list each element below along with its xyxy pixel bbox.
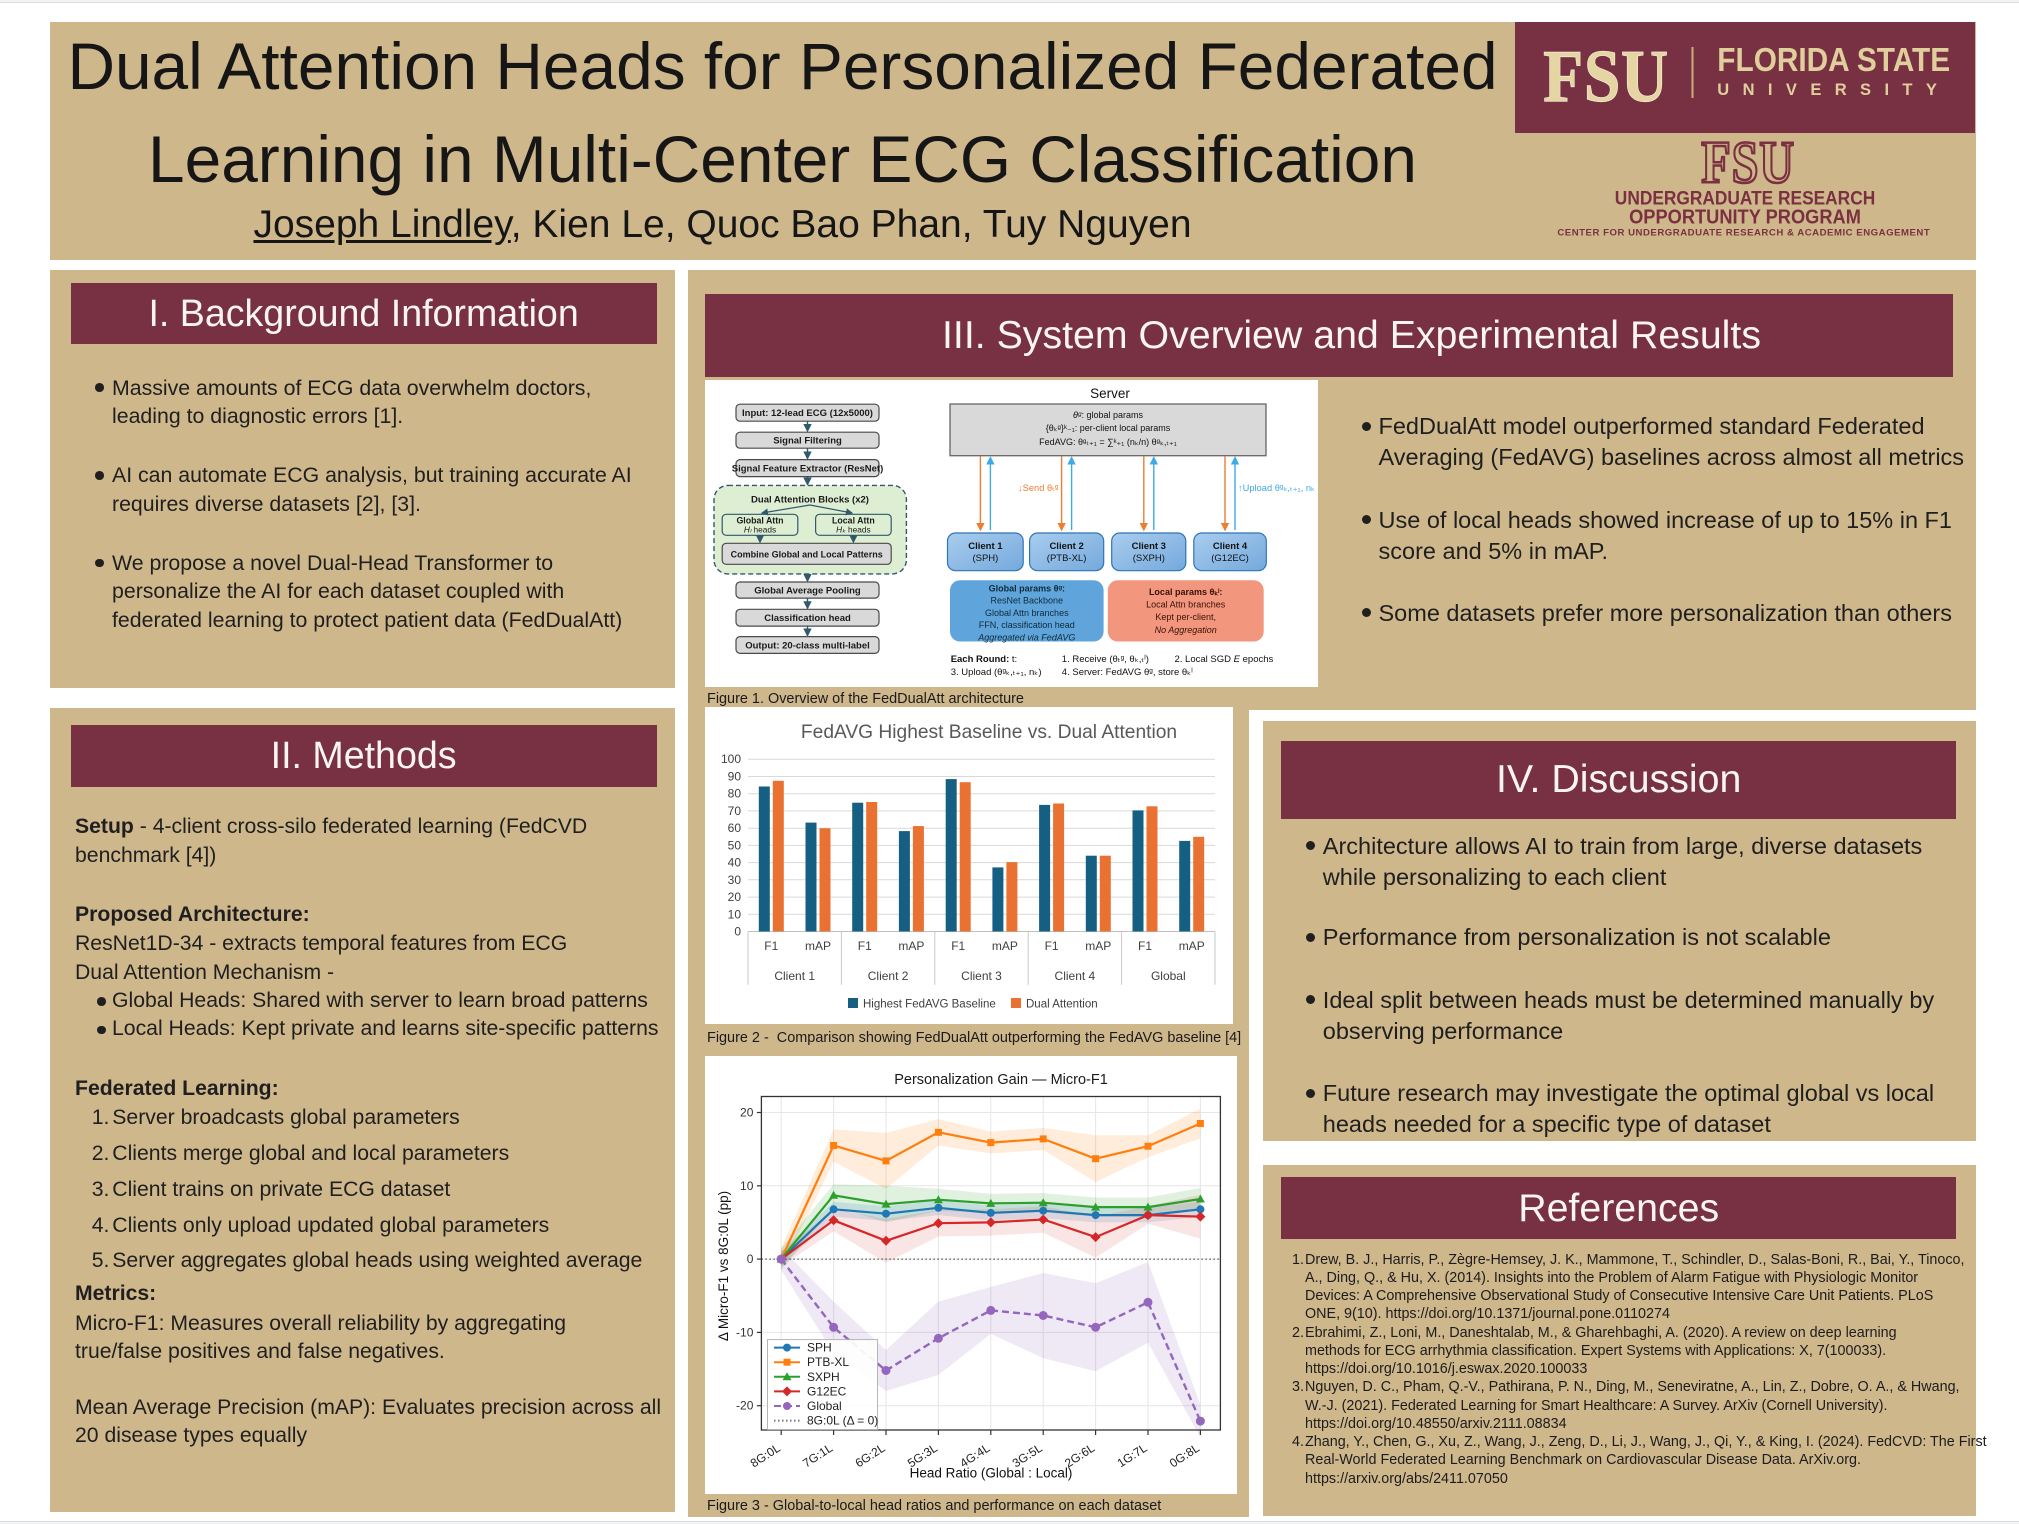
svg-text:0G:8L: 0G:8L [1167, 1441, 1202, 1471]
svg-text:Client 1: Client 1 [774, 969, 815, 983]
svg-text:8G:0L (Δ = 0): 8G:0L (Δ = 0) [807, 1414, 878, 1428]
svg-text:Kept per-client,: Kept per-client, [1155, 612, 1216, 622]
svg-text:(G12EC): (G12EC) [1211, 553, 1248, 564]
svg-text:1. Receive (θₜᵍ, θₖ,ₜˡ): 1. Receive (θₜᵍ, θₖ,ₜˡ) [1062, 654, 1149, 665]
svg-text:Head Ratio (Global : Local): Head Ratio (Global : Local) [910, 1466, 1073, 1481]
svg-text:F1: F1 [764, 939, 778, 953]
svg-text:Client 3: Client 3 [1132, 541, 1166, 552]
svg-text:Each Round: t:: Each Round: t: [951, 654, 1018, 665]
svg-text:Global Attn branches: Global Attn branches [985, 608, 1069, 618]
svg-text:Highest FedAVG Baseline: Highest FedAVG Baseline [863, 999, 996, 1011]
svg-text:Δ Micro-F1 vs 8G:0L (pp): Δ Micro-F1 vs 8G:0L (pp) [716, 1191, 731, 1341]
svg-text:FSU: FSU [1543, 36, 1669, 118]
svg-text:F1: F1 [951, 939, 965, 953]
svg-text:FLORIDA STATE: FLORIDA STATE [1717, 42, 1950, 79]
svg-text:F1: F1 [1138, 939, 1152, 953]
svg-text:mAP: mAP [1085, 939, 1111, 953]
svg-text:SPH: SPH [807, 1341, 832, 1355]
svg-text:F1: F1 [858, 939, 872, 953]
svg-text:Dual Attention Blocks (x2): Dual Attention Blocks (x2) [751, 495, 869, 506]
svg-text:Local params θₖˡ:: Local params θₖˡ: [1149, 587, 1223, 597]
svg-text:10: 10 [728, 907, 742, 921]
svg-text:OPPORTUNITY PROGRAM: OPPORTUNITY PROGRAM [1629, 206, 1861, 229]
svg-text:8G:0L: 8G:0L [748, 1441, 783, 1471]
svg-text:FedAVG Highest Baseline vs. Du: FedAVG Highest Baseline vs. Dual Attenti… [801, 722, 1177, 743]
svg-text:4. Server: FedAVG θᵍ, store θₖ: 4. Server: FedAVG θᵍ, store θₖˡ [1062, 667, 1193, 678]
svg-text:Input: 12-lead ECG (12x5000): Input: 12-lead ECG (12x5000) [742, 408, 873, 419]
svg-text:Hₗ heads: Hₗ heads [744, 525, 776, 535]
svg-text:Server: Server [1090, 386, 1130, 401]
svg-text:Global Average Pooling: Global Average Pooling [754, 586, 861, 597]
svg-text:↑Upload θᵍₖ,ₜ₊₁, nₖ: ↑Upload θᵍₖ,ₜ₊₁, nₖ [1238, 483, 1315, 493]
svg-text:0: 0 [747, 1252, 754, 1266]
svg-text:ResNet Backbone: ResNet Backbone [991, 596, 1064, 606]
svg-text:PTB-XL: PTB-XL [807, 1355, 849, 1369]
svg-text:90: 90 [728, 770, 742, 784]
svg-text:Combine Global and Local Patte: Combine Global and Local Patterns [731, 549, 883, 559]
svg-text:20: 20 [740, 1106, 754, 1120]
svg-text:Local Attn branches: Local Attn branches [1146, 600, 1226, 610]
svg-text:UNDERGRADUATE RESEARCH: UNDERGRADUATE RESEARCH [1614, 187, 1874, 209]
svg-text:F1: F1 [1045, 939, 1059, 953]
svg-text:Classification head: Classification head [764, 613, 851, 624]
svg-text:SXPH: SXPH [807, 1370, 840, 1384]
svg-text:1G:7L: 1G:7L [1115, 1441, 1150, 1471]
svg-text:↓Send θₜᵍ: ↓Send θₜᵍ [1018, 483, 1059, 493]
svg-text:3. Upload (θᵍₖ,ₜ₊₁, nₖ): 3. Upload (θᵍₖ,ₜ₊₁, nₖ) [951, 667, 1042, 678]
svg-text:mAP: mAP [898, 939, 924, 953]
svg-text:Client 4: Client 4 [1055, 969, 1096, 983]
svg-text:Client 4: Client 4 [1213, 541, 1248, 552]
svg-text:mAP: mAP [805, 939, 831, 953]
svg-text:50: 50 [728, 838, 742, 852]
svg-text:6G:2L: 6G:2L [853, 1441, 888, 1471]
svg-text:CENTER FOR UNDERGRADUATE RESEA: CENTER FOR UNDERGRADUATE RESEARCH & ACAD… [1557, 228, 1930, 239]
svg-text:Global params θᵍ:: Global params θᵍ: [989, 584, 1065, 594]
svg-text:-20: -20 [736, 1399, 754, 1413]
svg-text:Client 2: Client 2 [868, 969, 909, 983]
svg-text:2. Local SGD E epochs: 2. Local SGD E epochs [1175, 654, 1274, 665]
svg-text:FSU: FSU [1701, 133, 1795, 196]
svg-text:60: 60 [728, 821, 742, 835]
svg-text:Global Attn: Global Attn [736, 516, 783, 526]
svg-text:θᵍ: global params: θᵍ: global params [1073, 410, 1143, 420]
svg-text:Personalization Gain — Micro-F: Personalization Gain — Micro-F1 [894, 1072, 1108, 1088]
svg-text:40: 40 [728, 856, 742, 870]
svg-text:(PTB-XL): (PTB-XL) [1047, 553, 1087, 564]
svg-text:Signal Feature Extractor (ResN: Signal Feature Extractor (ResNet) [732, 464, 884, 475]
svg-text:G12EC: G12EC [807, 1384, 847, 1398]
svg-text:Global: Global [1151, 969, 1186, 983]
svg-text:-10: -10 [736, 1325, 754, 1339]
svg-text:100: 100 [721, 752, 741, 766]
svg-text:0: 0 [734, 925, 741, 939]
svg-text:70: 70 [728, 804, 742, 818]
svg-text:Signal Filtering: Signal Filtering [773, 436, 842, 447]
svg-text:Global: Global [807, 1399, 842, 1413]
svg-text:Client 1: Client 1 [968, 541, 1003, 552]
svg-text:(SXPH): (SXPH) [1133, 553, 1165, 564]
svg-text:7G:1L: 7G:1L [800, 1441, 835, 1471]
svg-text:Client 2: Client 2 [1049, 541, 1083, 552]
svg-text:{θₖᵍ}ᵏ₋₁: per-client local par: {θₖᵍ}ᵏ₋₁: per-client local params [1046, 423, 1171, 433]
svg-text:mAP: mAP [992, 939, 1018, 953]
svg-text:Hₖ heads: Hₖ heads [836, 525, 870, 535]
svg-text:Output: 20-class multi-label: Output: 20-class multi-label [745, 641, 870, 652]
svg-text:Client 3: Client 3 [961, 969, 1002, 983]
svg-text:20: 20 [728, 890, 742, 904]
svg-text:Local Attn: Local Attn [832, 516, 875, 526]
svg-text:10: 10 [740, 1179, 754, 1193]
svg-text:30: 30 [728, 873, 742, 887]
svg-text:Aggregated via FedAVG: Aggregated via FedAVG [977, 632, 1075, 642]
svg-text:UNIVERSITY: UNIVERSITY [1717, 81, 1950, 99]
svg-text:FFN, classification head: FFN, classification head [979, 620, 1075, 630]
svg-text:(SPH): (SPH) [972, 553, 998, 564]
svg-text:80: 80 [728, 787, 742, 801]
svg-text:FedAVG: θᵍₜ₊₁ = ∑ᵏ₊₁ (nₖ/n) θᵍ: FedAVG: θᵍₜ₊₁ = ∑ᵏ₊₁ (nₖ/n) θᵍₖ,ₜ₊₁ [1039, 437, 1177, 447]
svg-text:No Aggregation: No Aggregation [1155, 625, 1217, 635]
svg-text:mAP: mAP [1179, 939, 1205, 953]
svg-text:Dual Attention: Dual Attention [1026, 999, 1098, 1011]
